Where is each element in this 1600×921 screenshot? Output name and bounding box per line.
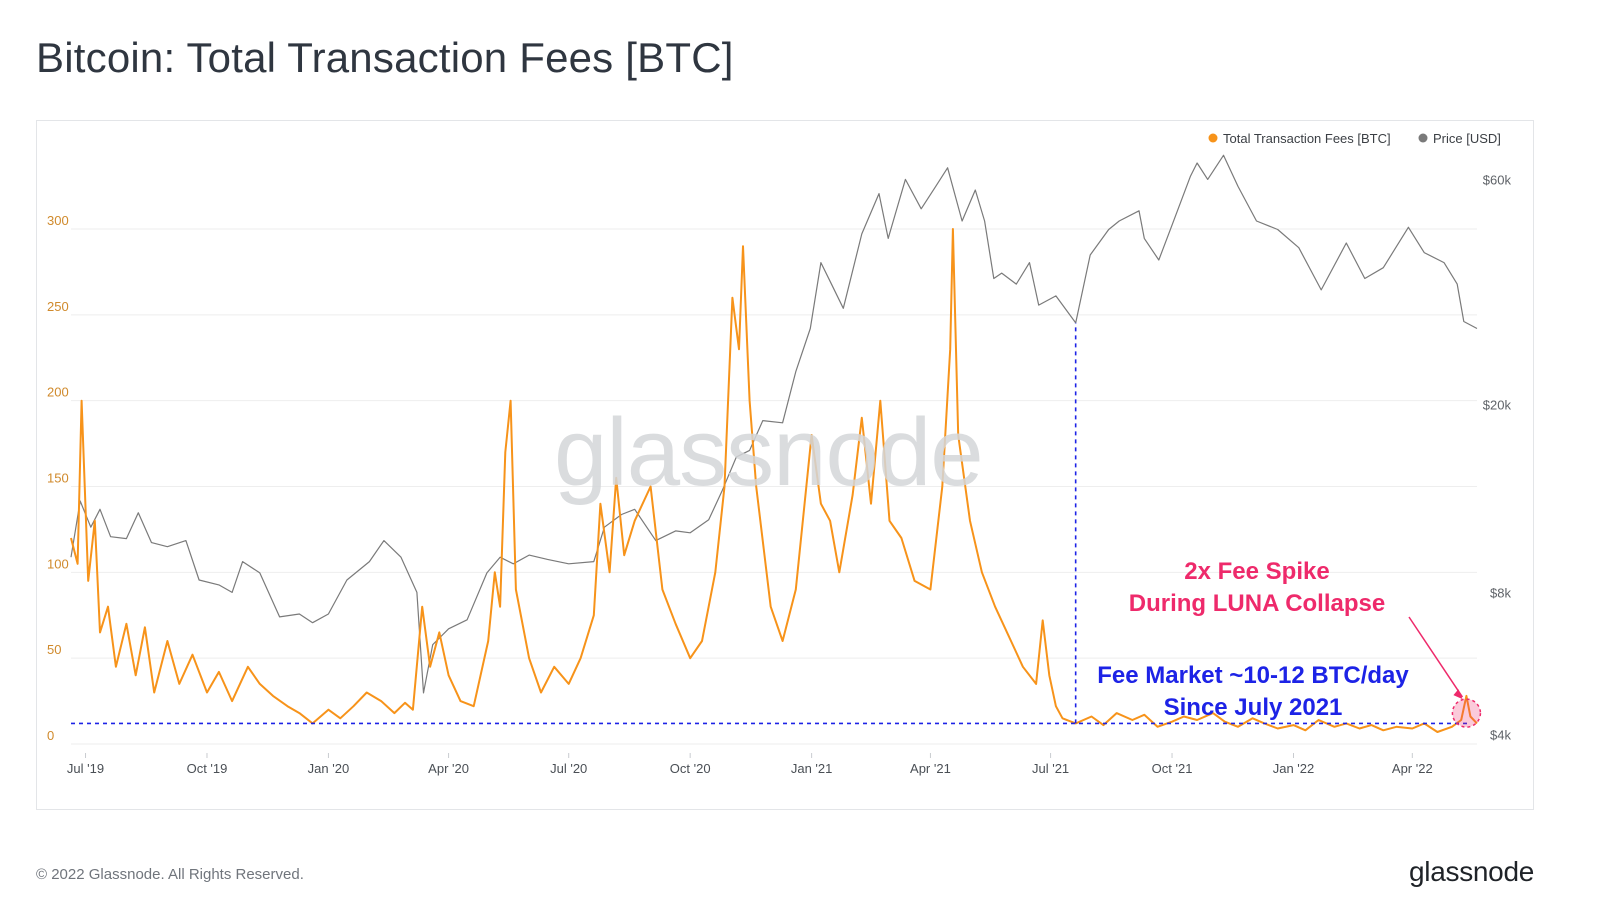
axes: 0 50 100 150 200 250 300 $4k $8k $20k $60k Jul '19 O… [47, 172, 1511, 776]
page-title: Bitcoin: Total Transaction Fees [BTC] [36, 34, 734, 81]
grid-lines [71, 228, 1477, 745]
fees-series [70, 228, 1478, 733]
x-tick-label: Apr '20 [428, 761, 469, 776]
reference-lines [71, 322, 1471, 725]
right-tick-label: $8k [1490, 585, 1511, 600]
right-tick-label: $60k [1483, 172, 1512, 187]
glassnode-logo[interactable]: glassnode [1409, 856, 1534, 887]
left-tick-label: 200 [47, 385, 69, 400]
luna-arrow-head [1453, 689, 1463, 700]
left-tick-label: 150 [47, 471, 69, 486]
price-series [70, 154, 1478, 694]
price-line [70, 154, 1478, 694]
x-tick-label: Jan '22 [1273, 761, 1315, 776]
chart-frame: 0 50 100 150 200 250 300 $4k $8k $20k $60k Jul '19 O… [36, 120, 1534, 810]
x-tick-label: Apr '22 [1392, 761, 1433, 776]
luna-arrow-line [1408, 616, 1464, 698]
left-tick-label: 250 [47, 299, 69, 314]
x-tick-label: Oct '20 [670, 761, 711, 776]
x-tick-label: Oct '21 [1152, 761, 1193, 776]
x-tick-label: Oct '19 [187, 761, 228, 776]
x-tick-label: Jan '20 [308, 761, 350, 776]
left-tick-label: 50 [47, 642, 61, 657]
annotation-fee-market: Since July 2021 [1164, 694, 1343, 721]
annotations: Fee Market ~10-12 BTC/day Since July 2021… [1097, 558, 1482, 728]
annotation-luna: 2x Fee Spike [1184, 558, 1329, 585]
left-tick-label: 0 [47, 728, 54, 743]
legend-label: Total Transaction Fees [BTC] [1223, 131, 1391, 146]
right-tick-label: $4k [1490, 727, 1511, 742]
left-tick-label: 300 [47, 213, 69, 228]
luna-spike-highlight [1451, 698, 1482, 728]
annotation-fee-market: Fee Market ~10-12 BTC/day [1097, 662, 1409, 689]
legend-dot [1208, 133, 1218, 143]
x-tick-label: Apr '21 [910, 761, 951, 776]
x-tick-label: Jul '20 [550, 761, 587, 776]
x-tick-label: Jan '21 [791, 761, 833, 776]
legend-label: Price [USD] [1433, 131, 1501, 146]
chart-canvas: 0 50 100 150 200 250 300 $4k $8k $20k $60k Jul '19 O… [47, 131, 1511, 776]
annotation-luna: During LUNA Collapse [1129, 590, 1385, 617]
fees-line [70, 228, 1478, 733]
legend[interactable]: Total Transaction Fees [BTC] Price [USD] [1208, 131, 1501, 146]
right-tick-label: $20k [1483, 398, 1512, 413]
left-tick-label: 100 [47, 556, 69, 571]
legend-dot [1418, 133, 1428, 143]
copyright-text: © 2022 Glassnode. All Rights Reserved. [36, 866, 304, 883]
x-tick-label: Jul '21 [1032, 761, 1069, 776]
x-tick-label: Jul '19 [67, 761, 104, 776]
